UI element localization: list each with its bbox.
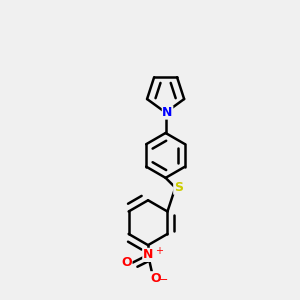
Text: N: N [162, 106, 173, 119]
Text: −: − [159, 275, 168, 285]
Text: N: N [143, 248, 153, 261]
Text: O: O [151, 272, 161, 285]
Text: +: + [155, 246, 163, 256]
Text: S: S [174, 181, 183, 194]
Text: O: O [121, 256, 132, 269]
